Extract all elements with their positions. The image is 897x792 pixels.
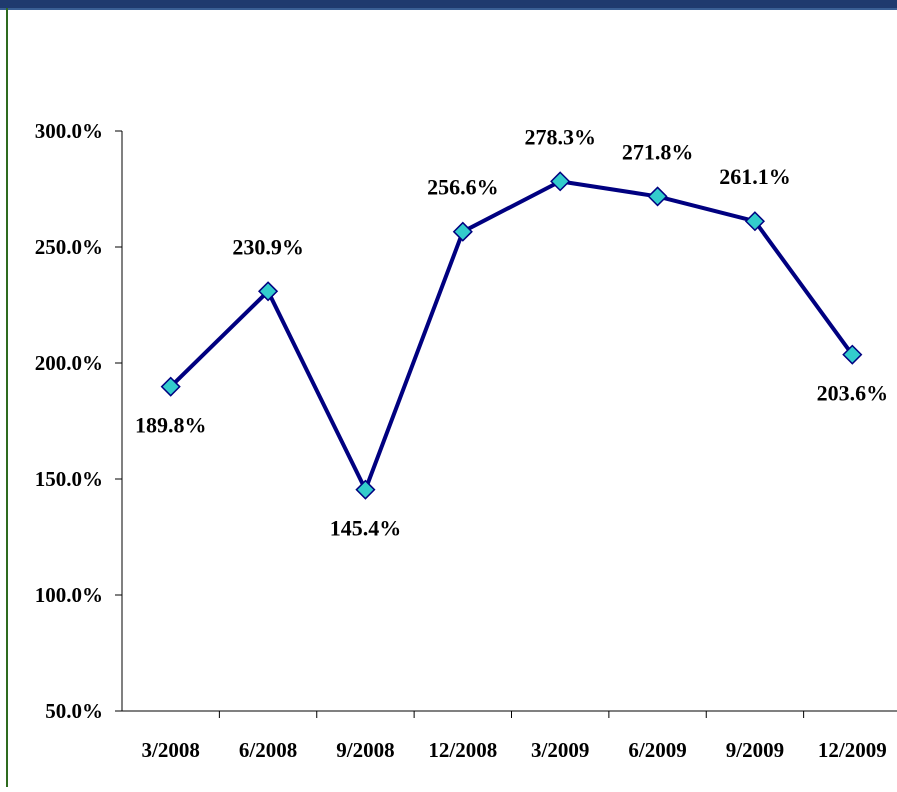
x-tick-label: 9/2008: [336, 738, 394, 762]
y-tick-label: 200.0%: [35, 351, 103, 375]
marker-group: [160, 171, 863, 500]
data-label: 230.9%: [232, 234, 304, 259]
series-line: [169, 179, 854, 492]
data-point-marker: [842, 344, 863, 365]
x-tick-label-group: 3/2008 6/2008 9/2008 12/2008 3/2009 6/2009 9/2…: [142, 738, 887, 762]
data-label: 203.6%: [817, 381, 889, 406]
y-tick-label: 100.0%: [35, 583, 103, 607]
data-label-group: 189.8% 230.9% 145.4% 256.6% 278.3% 271.8% 261.…: [135, 124, 888, 540]
series-line-group: [169, 179, 854, 492]
y-tick-label: 250.0%: [35, 235, 103, 259]
x-tick-label: 6/2008: [239, 738, 297, 762]
data-label: 145.4%: [330, 516, 402, 541]
x-tick-label: 9/2009: [726, 738, 784, 762]
data-label: 256.6%: [427, 175, 499, 200]
x-tick-label: 3/2008: [142, 738, 200, 762]
x-tick-label: 3/2009: [531, 738, 589, 762]
data-label: 189.8%: [135, 413, 207, 438]
x-tick-label: 6/2009: [628, 738, 686, 762]
axes: [115, 130, 897, 718]
y-tick-label-group: 50.0% 100.0% 150.0% 200.0% 250.0% 300.0%: [35, 119, 103, 723]
data-point-marker: [744, 211, 765, 232]
y-tick-label: 50.0%: [45, 699, 103, 723]
data-label: 271.8%: [622, 139, 694, 164]
y-tick-label: 300.0%: [35, 119, 103, 143]
left-border: [6, 8, 8, 787]
data-label: 261.1%: [719, 164, 791, 189]
y-tick-label: 150.0%: [35, 467, 103, 491]
data-label: 278.3%: [524, 124, 596, 149]
data-point-marker: [258, 281, 279, 302]
data-point-marker: [452, 221, 473, 242]
top-band-accent: [0, 8, 897, 10]
x-tick-label: 12/2009: [818, 738, 887, 762]
data-point-marker: [160, 376, 181, 397]
x-tick-label: 12/2008: [428, 738, 497, 762]
data-point-marker: [550, 171, 571, 192]
top-band: [0, 0, 897, 8]
data-point-marker: [647, 186, 668, 207]
data-point-marker: [355, 479, 376, 500]
